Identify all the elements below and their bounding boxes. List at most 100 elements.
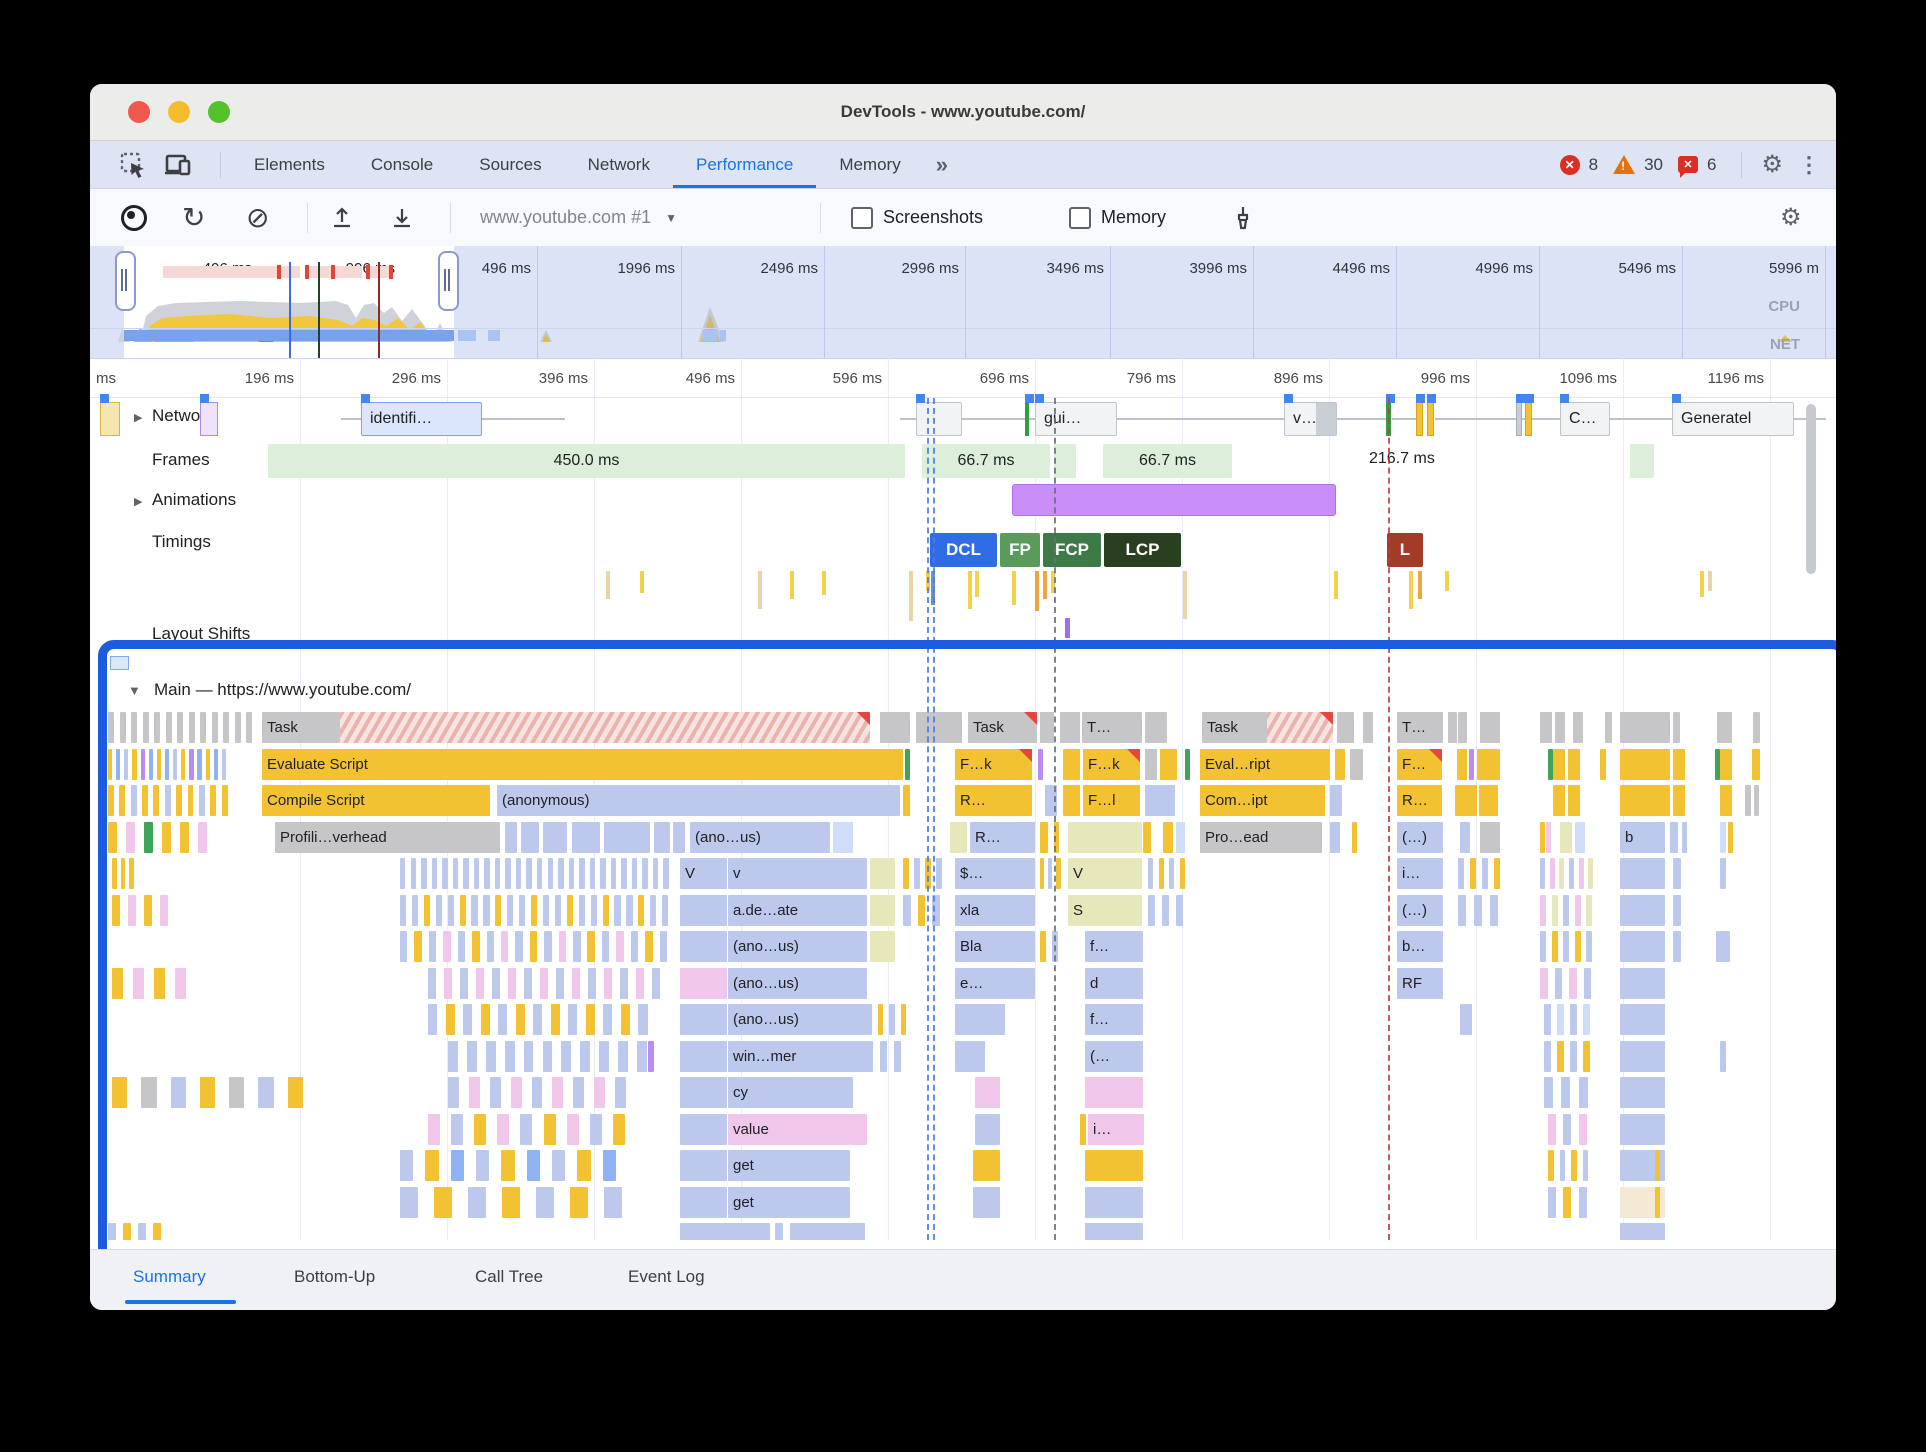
flame-sliver[interactable] — [140, 748, 145, 780]
flame-bar[interactable] — [1335, 748, 1345, 780]
flame-bar[interactable] — [1540, 821, 1545, 853]
flame-bar[interactable] — [1720, 785, 1732, 816]
flame-sliver[interactable] — [636, 967, 645, 999]
flame-bar[interactable] — [1728, 821, 1733, 853]
flame-bar-s[interactable]: S — [1068, 894, 1142, 926]
flame-sliver[interactable] — [431, 858, 438, 889]
flame-sliver[interactable] — [638, 894, 645, 926]
flame-bar-a-de-ate[interactable]: a.de…ate — [728, 894, 867, 926]
flame-sliver[interactable] — [428, 1004, 438, 1035]
flame-sliver[interactable] — [423, 894, 430, 926]
flame-sliver[interactable] — [1563, 1113, 1572, 1145]
flame-bar[interactable] — [1163, 821, 1173, 853]
flame-sliver[interactable] — [466, 1040, 477, 1072]
flame-sliver[interactable] — [459, 894, 466, 926]
flame-bar[interactable] — [1553, 785, 1565, 816]
flame-bar[interactable] — [1185, 748, 1190, 780]
flame-bar-task[interactable]: Task — [262, 712, 340, 743]
flame-bar[interactable] — [1745, 785, 1751, 816]
flame-bar[interactable] — [1330, 821, 1340, 853]
network-request-chip[interactable]: C… — [1560, 402, 1610, 436]
flame-sliver[interactable] — [1725, 931, 1730, 962]
flame-sliver[interactable] — [663, 858, 669, 889]
flame-bar-v[interactable]: V — [1068, 858, 1142, 889]
device-toolbar-icon[interactable] — [164, 150, 194, 180]
flame-sliver[interactable] — [468, 1077, 480, 1108]
flame-sliver[interactable] — [1494, 858, 1501, 889]
flame-bar-d[interactable]: d — [1085, 967, 1143, 999]
flame-sliver[interactable] — [112, 1077, 128, 1108]
flame-sliver[interactable] — [1583, 967, 1592, 999]
flame-sliver[interactable] — [552, 1077, 564, 1108]
flame-sliver[interactable] — [515, 1004, 525, 1035]
flame-sliver[interactable] — [662, 894, 669, 926]
flame-sliver[interactable] — [1583, 1004, 1590, 1035]
flame-sliver[interactable] — [142, 712, 149, 743]
bottom-tab-summary[interactable]: Summary — [133, 1267, 206, 1286]
flame-sliver[interactable] — [1162, 894, 1170, 926]
flame-sliver[interactable] — [680, 1223, 689, 1240]
flame-sliver[interactable] — [130, 785, 137, 816]
layout-shift-marker[interactable] — [1065, 618, 1070, 638]
flame-sliver[interactable] — [492, 967, 501, 999]
flame-sliver[interactable] — [165, 712, 172, 743]
flame-bar[interactable] — [604, 821, 650, 853]
flame-bar[interactable] — [1673, 931, 1681, 962]
flame-sliver[interactable] — [258, 1077, 274, 1108]
overview-right-handle[interactable] — [438, 251, 459, 311]
network-request-mark[interactable] — [1025, 402, 1029, 436]
flame-sliver[interactable] — [1586, 894, 1593, 926]
flame-sliver[interactable] — [588, 967, 597, 999]
flame-sliver[interactable] — [603, 1004, 613, 1035]
warning-count-icon[interactable]: ! — [1613, 155, 1636, 174]
flame-bar[interactable] — [1620, 785, 1670, 816]
flame-sliver[interactable] — [531, 1077, 543, 1108]
flame-sliver[interactable] — [1578, 1186, 1587, 1218]
flame-sliver[interactable] — [428, 931, 437, 962]
flame-sliver[interactable] — [489, 1077, 501, 1108]
flame-sliver[interactable] — [108, 748, 113, 780]
flame-sliver[interactable] — [141, 1077, 157, 1108]
flame-sliver[interactable] — [486, 931, 494, 962]
flame-sliver[interactable] — [1479, 785, 1486, 816]
flame-sliver[interactable] — [445, 1004, 455, 1035]
flame-sliver[interactable] — [189, 748, 194, 780]
flame-sliver[interactable] — [727, 1223, 736, 1240]
flame-sliver[interactable] — [448, 1077, 459, 1108]
flame-sliver[interactable] — [108, 821, 118, 853]
network-request-mark[interactable] — [1516, 402, 1522, 436]
flame-bar[interactable] — [680, 931, 727, 962]
flame-bar-f-[interactable]: f… — [1085, 1004, 1143, 1035]
flame-sliver[interactable] — [187, 785, 194, 816]
flame-sliver[interactable] — [1455, 785, 1462, 816]
flame-sliver[interactable] — [164, 748, 170, 780]
flame-bar[interactable] — [1063, 748, 1080, 780]
flame-sliver[interactable] — [451, 1113, 464, 1145]
flame-bar[interactable] — [1460, 1004, 1472, 1035]
flame-sliver[interactable] — [612, 1113, 625, 1145]
flame-sliver[interactable] — [1570, 1040, 1577, 1072]
flame-sliver[interactable] — [1048, 858, 1053, 889]
settings-gear-icon[interactable]: ⚙ — [1761, 150, 1783, 178]
flame-bar-evaluate-script[interactable]: Evaluate Script — [262, 748, 903, 780]
flame-bar[interactable] — [1720, 931, 1726, 962]
flame-sliver[interactable] — [630, 931, 639, 962]
flame-sliver[interactable] — [468, 1186, 486, 1218]
flame-sliver[interactable] — [108, 785, 114, 816]
flame-sliver[interactable] — [1056, 858, 1061, 889]
flame-sliver[interactable] — [1571, 1150, 1577, 1181]
flame-sliver[interactable] — [144, 821, 154, 853]
flame-bar--ano-us-[interactable]: (ano…us) — [728, 931, 867, 962]
network-request-chip[interactable]: v… — [1284, 402, 1337, 436]
flame-sliver[interactable] — [573, 1077, 585, 1108]
network-request-mark[interactable] — [100, 402, 120, 436]
flame-bar[interactable] — [340, 712, 870, 743]
network-request-mark[interactable] — [200, 402, 218, 436]
flame-bar[interactable] — [1682, 821, 1687, 853]
flame-sliver[interactable] — [129, 858, 134, 889]
flame-sliver[interactable] — [533, 1004, 543, 1035]
flame-bar-r-[interactable]: R… — [955, 785, 1032, 816]
flame-sliver[interactable] — [1561, 1077, 1571, 1108]
flame-sliver[interactable] — [229, 1077, 245, 1108]
flame-bar[interactable] — [1267, 712, 1333, 743]
